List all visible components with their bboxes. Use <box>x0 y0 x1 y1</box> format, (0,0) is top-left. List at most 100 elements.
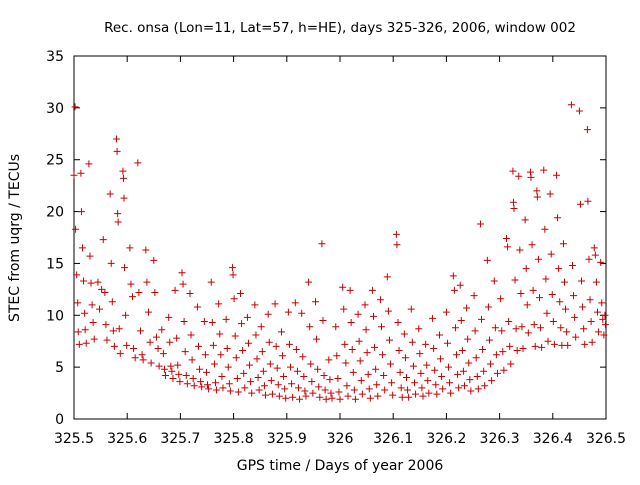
data-point <box>549 318 557 326</box>
data-point <box>481 382 489 390</box>
data-point <box>189 375 197 383</box>
data-point <box>284 308 292 316</box>
data-point <box>553 171 561 179</box>
data-point <box>398 393 406 401</box>
data-point <box>114 210 122 218</box>
data-point <box>370 312 378 320</box>
x-axis-label: GPS time / Days of year 2006 <box>237 458 444 474</box>
data-point <box>388 379 396 387</box>
data-point <box>455 384 463 392</box>
data-point <box>121 264 129 272</box>
data-point <box>71 103 79 111</box>
data-point <box>224 363 232 371</box>
data-point <box>239 347 247 355</box>
data-point <box>107 259 115 267</box>
y-tick-label: 20 <box>46 205 64 221</box>
data-point <box>327 389 335 397</box>
data-point <box>114 218 122 226</box>
data-point <box>109 327 117 335</box>
data-point <box>416 350 424 358</box>
data-point <box>503 235 511 243</box>
data-point <box>86 252 94 260</box>
data-point <box>377 323 385 331</box>
data-point <box>557 324 565 332</box>
data-point <box>537 324 545 332</box>
data-point <box>96 305 104 313</box>
data-point <box>601 321 609 329</box>
y-tick-label: 15 <box>46 256 64 272</box>
data-point <box>134 159 142 167</box>
data-point <box>213 386 221 394</box>
data-point <box>89 319 97 327</box>
data-point <box>302 392 310 400</box>
data-point <box>524 329 532 337</box>
data-point <box>586 296 594 304</box>
data-point <box>158 326 166 334</box>
data-point <box>174 361 182 369</box>
data-point <box>127 280 135 288</box>
data-point <box>244 339 252 347</box>
data-point <box>88 301 96 309</box>
data-point <box>488 377 496 385</box>
data-point <box>600 331 608 339</box>
data-point <box>129 293 137 301</box>
data-point <box>465 359 473 367</box>
data-point <box>219 384 227 392</box>
data-point <box>350 386 358 394</box>
data-point <box>343 382 351 390</box>
data-point <box>243 313 251 321</box>
data-point <box>466 376 474 384</box>
data-point <box>422 340 430 348</box>
data-point <box>147 359 155 367</box>
data-point <box>181 348 189 356</box>
data-point <box>253 355 261 363</box>
data-point <box>371 343 379 351</box>
data-point <box>167 362 175 370</box>
data-point <box>425 389 433 397</box>
data-point <box>106 190 114 198</box>
data-point <box>491 324 499 332</box>
data-point <box>333 352 341 360</box>
data-point <box>567 101 575 109</box>
data-point <box>99 236 107 244</box>
data-point <box>190 382 198 390</box>
data-point <box>159 350 167 358</box>
y-tick-label: 25 <box>46 153 64 169</box>
data-point <box>116 350 124 358</box>
data-point <box>237 290 245 298</box>
data-point <box>307 360 315 368</box>
data-point <box>275 392 283 400</box>
data-point <box>575 107 583 115</box>
data-point <box>497 295 505 303</box>
data-point <box>344 392 352 400</box>
data-point <box>282 394 290 402</box>
data-point <box>498 327 506 335</box>
data-point <box>472 354 480 362</box>
data-point <box>173 334 181 342</box>
data-point <box>347 319 355 327</box>
data-point <box>160 365 168 373</box>
data-point <box>349 368 357 376</box>
data-point <box>459 367 467 375</box>
data-point <box>519 344 527 352</box>
data-point <box>293 367 301 375</box>
data-point <box>357 377 365 385</box>
x-tick-label: 326.1 <box>373 431 413 447</box>
data-point <box>534 255 542 263</box>
data-point <box>522 265 530 273</box>
data-point <box>361 301 369 309</box>
data-point <box>473 372 481 380</box>
data-point <box>320 371 328 379</box>
data-point <box>322 395 330 403</box>
data-point <box>342 359 350 367</box>
data-point <box>336 395 344 403</box>
data-point <box>154 344 162 352</box>
data-point <box>394 319 402 327</box>
data-point <box>362 326 370 334</box>
data-point <box>457 316 465 324</box>
data-point <box>409 362 417 370</box>
data-point <box>233 375 241 383</box>
data-point <box>419 392 427 400</box>
data-point <box>113 147 121 155</box>
